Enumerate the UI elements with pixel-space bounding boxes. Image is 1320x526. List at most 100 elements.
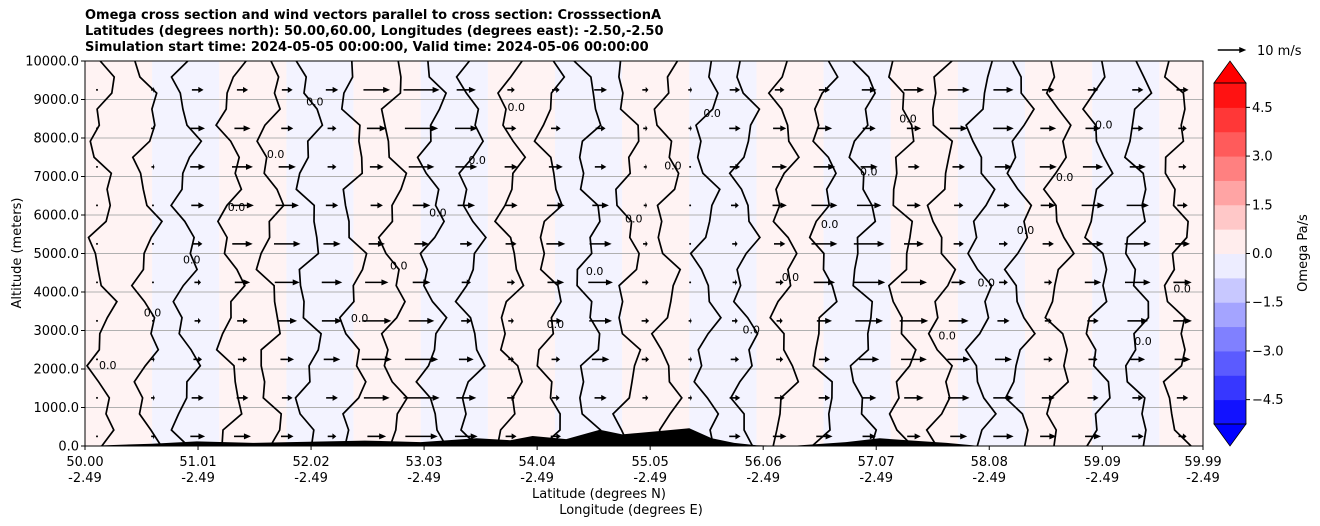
wind-vector	[643, 125, 648, 132]
wind-vector	[151, 394, 155, 401]
wind-vector	[507, 394, 515, 401]
wind-vector	[151, 356, 155, 363]
wind-vector	[275, 202, 299, 209]
wind-vector	[1129, 163, 1146, 170]
wind-vector	[327, 163, 337, 170]
wind-vector	[899, 317, 929, 324]
colorbar-segment	[1214, 229, 1246, 254]
y-axis-label: Altitude (meters)	[10, 198, 25, 309]
x-tick-label-lat: 54.04	[519, 455, 556, 470]
wind-vector	[236, 394, 249, 401]
contour-label: 0.0	[144, 306, 162, 319]
wind-vector	[278, 163, 296, 170]
colorbar-label: Omega Pa/s	[1296, 214, 1311, 292]
wind-vector	[947, 356, 971, 363]
wind-vector	[689, 204, 692, 207]
contour-line	[493, 61, 527, 446]
wind-vector	[273, 240, 301, 247]
colorbar-tick-label: −4.5	[1252, 393, 1284, 408]
wind-vector	[191, 202, 205, 209]
contour-label: 0.0	[1134, 335, 1152, 348]
wind-vector	[729, 394, 741, 401]
wind-vector	[1175, 240, 1190, 247]
wind-vector	[151, 319, 154, 322]
wind-vector	[1173, 279, 1192, 286]
contour-label: 0.0	[664, 160, 682, 173]
wind-vector	[404, 356, 439, 363]
wind-vector	[507, 279, 516, 286]
wind-vector	[461, 279, 471, 286]
contour-line	[964, 61, 997, 446]
wind-vector	[951, 279, 966, 286]
x-tick-label-lat: 51.01	[179, 455, 216, 470]
x-tick-label-lat: 59.99	[1184, 455, 1221, 470]
contour-line	[1042, 61, 1075, 446]
wind-vector	[455, 125, 478, 132]
contour-label: 0.0	[899, 113, 917, 126]
wind-vector	[954, 202, 964, 209]
wind-vector	[1178, 125, 1187, 132]
wind-vector	[361, 356, 392, 363]
contour-label: 0.0	[183, 254, 201, 267]
wind-vector	[1043, 356, 1053, 363]
wind-vector	[999, 240, 1008, 247]
wind-vector	[589, 240, 612, 247]
terrain-profile	[85, 428, 1203, 446]
wind-vector	[1132, 125, 1144, 132]
contour-line	[767, 61, 800, 446]
wind-vector	[1176, 394, 1189, 401]
omega-contours: 0.0 0.0 0.0 0.0 0.0 0.0 0.0 0.0 0.0 0.0 0.0 0.0 0.0 0…	[85, 61, 1192, 446]
wind-vector	[96, 204, 98, 207]
title-line-2: Latitudes (degrees north): 50.00,60.00, …	[85, 24, 664, 39]
x-axis-label-line-1: Latitude (degrees N)	[532, 487, 666, 502]
wind-vector	[507, 86, 515, 93]
contour-line	[255, 61, 285, 446]
wind-vector	[231, 163, 253, 170]
wind-vector	[234, 433, 251, 440]
wind-vector	[1084, 279, 1102, 286]
wind-vector	[643, 202, 648, 209]
wind-vector	[405, 433, 438, 440]
x-tick-label-lon: -2.49	[1186, 471, 1220, 486]
wind-vector	[594, 394, 607, 401]
x-tick-label-lat: 58.08	[971, 455, 1008, 470]
wind-vector	[323, 240, 341, 247]
wind-vector	[362, 317, 392, 324]
wind-vector	[774, 240, 786, 247]
wind-vector	[281, 86, 293, 93]
contour-label: 0.0	[703, 107, 721, 120]
wind-vector	[643, 240, 648, 247]
y-tick-label: 3000.0	[34, 324, 80, 339]
wind-vector	[1174, 356, 1191, 363]
wind-vector	[96, 435, 98, 438]
wind-vector	[729, 86, 741, 93]
wind-vector	[1041, 394, 1055, 401]
wind-vector	[595, 125, 606, 132]
wind-vector	[366, 125, 387, 132]
wind-vector	[642, 86, 649, 93]
contour-label: 0.0	[306, 95, 324, 108]
wind-vector	[1039, 163, 1057, 170]
wind-vector	[1085, 433, 1101, 440]
wind-vector	[96, 358, 98, 361]
y-tick-label: 4000.0	[34, 286, 80, 301]
wind-vector	[370, 202, 383, 209]
contour-label: 0.0	[625, 212, 643, 225]
contour-label: 0.0	[99, 359, 117, 372]
wind-vector	[588, 279, 613, 286]
contour-line	[887, 61, 917, 446]
x-tick-label-lat: 55.05	[632, 455, 669, 470]
wind-vector	[1132, 86, 1144, 93]
wind-vector	[281, 394, 293, 401]
x-axis-label-line-2: Longitude (degrees E)	[559, 503, 703, 518]
colorbar-tick-label: −3.0	[1252, 344, 1284, 359]
wind-vector	[414, 240, 429, 247]
wind-vector	[363, 394, 390, 401]
wind-vector	[731, 317, 738, 324]
x-tick-label-lat: 53.03	[405, 455, 442, 470]
wind-vector	[1081, 202, 1105, 209]
wind-vector	[458, 356, 474, 363]
wind-vector	[403, 86, 440, 93]
colorbar-tick-label: 1.5	[1252, 198, 1273, 213]
